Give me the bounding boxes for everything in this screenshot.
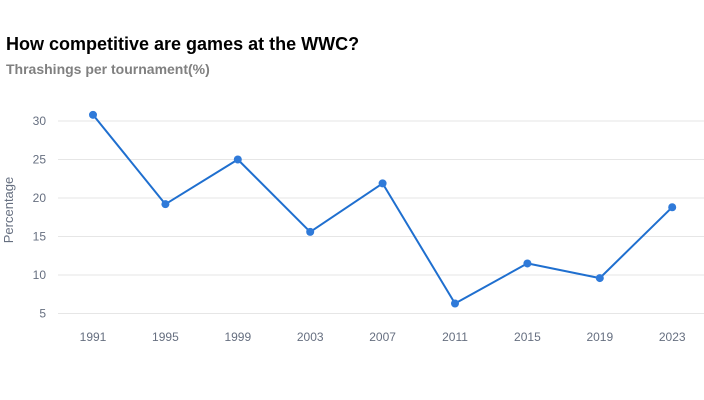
y-tick-label: 15 bbox=[33, 230, 47, 244]
x-tick-label: 2023 bbox=[659, 330, 686, 344]
chart-title: How competitive are games at the WWC? bbox=[6, 34, 360, 54]
y-tick-label: 30 bbox=[33, 114, 47, 128]
y-tick-label: 25 bbox=[33, 153, 47, 167]
x-tick-label: 2015 bbox=[514, 330, 541, 344]
data-point[interactable] bbox=[233, 155, 242, 164]
x-tick-label: 2011 bbox=[442, 330, 468, 344]
chart-subtitle: Thrashings per tournament(%) bbox=[6, 61, 210, 77]
data-point[interactable] bbox=[306, 227, 315, 236]
y-tick-label: 10 bbox=[33, 268, 47, 282]
series-layer bbox=[89, 110, 677, 308]
y-tick-label: 20 bbox=[33, 191, 47, 205]
data-point[interactable] bbox=[89, 110, 97, 119]
x-tick-label: 2007 bbox=[369, 330, 396, 344]
data-point[interactable] bbox=[668, 203, 677, 212]
x-tick-label: 2003 bbox=[297, 330, 324, 344]
data-point[interactable] bbox=[523, 259, 532, 268]
x-tick-label: 1995 bbox=[152, 330, 179, 344]
y-tick-label: 5 bbox=[39, 307, 46, 321]
data-point[interactable] bbox=[451, 299, 459, 308]
x-tick-label: 1991 bbox=[80, 330, 107, 344]
y-axis-ticks: 5 10 15 20 25 30 bbox=[33, 114, 47, 321]
data-point[interactable] bbox=[161, 200, 170, 209]
x-tick-label: 1999 bbox=[224, 330, 251, 344]
data-point[interactable] bbox=[378, 179, 387, 188]
data-point[interactable] bbox=[595, 274, 604, 283]
x-tick-label: 2019 bbox=[586, 330, 613, 344]
x-axis-ticks: 1991 1995 1999 2003 2007 2011 2015 2019 2023 bbox=[80, 330, 686, 344]
y-axis-title: Percentage bbox=[1, 177, 16, 244]
gridlines bbox=[58, 120, 704, 314]
